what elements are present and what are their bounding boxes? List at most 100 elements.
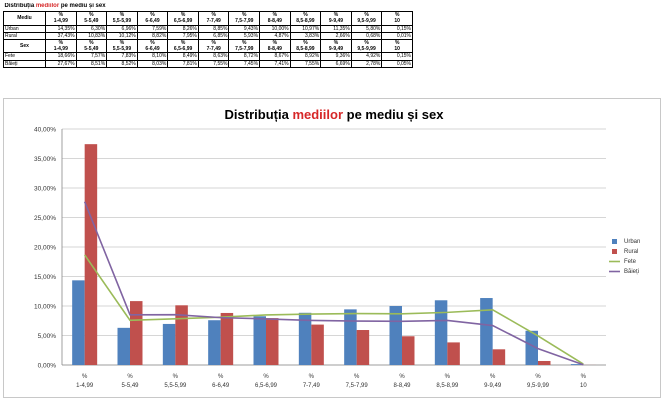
table-cell: 4,87% [259,31,291,41]
row-label: Fete [3,52,46,61]
table-cell: 7,59% [136,24,169,33]
row-label: Urban [3,24,46,33]
x-tick-unit: % [218,374,224,380]
column-header: % 5,5-5,99 [106,11,138,26]
group-header: Mediu [3,11,46,26]
x-tick-unit: % [399,374,405,380]
x-tick-unit: % [173,374,179,380]
bar-rural [130,301,143,365]
table-cell: 7,95% [167,31,199,41]
column-header: % 7,5-7,99 [228,11,261,26]
column-header: % 8-8,49 [259,11,291,26]
y-tick-label: 30,00% [34,186,56,193]
chart-title-suffix: pe mediu și sex [343,107,444,122]
x-tick-label: 6-6,49 [212,383,230,389]
column-header: % 8-8,49 [259,39,291,54]
x-tick-label: 5,5-5,99 [164,383,187,389]
bar-urban [480,298,493,365]
y-tick-label: 15,00% [34,274,56,281]
line-biei [83,201,584,366]
column-header: % 8,5-8,99 [289,11,322,26]
table-caption-suffix: pe mediu și sex [59,3,106,9]
column-header-range: 7-7,49 [206,46,221,53]
x-tick-unit: % [309,374,315,380]
bar-rural [538,360,551,365]
column-header: % 10 [381,11,413,26]
legend-label: Rural [624,249,638,255]
table-cell: 8,03% [136,59,169,68]
column-header-unit: % [211,12,216,19]
x-tick-unit: % [535,374,541,380]
column-header-unit: % [303,12,308,19]
bar-urban [253,316,266,365]
bar-urban [525,330,538,365]
x-tick-unit: % [82,374,88,380]
column-header-range: 7,5-7,99 [235,46,254,53]
x-tick-label: 10 [580,383,587,389]
table-cell: 3,83% [289,31,322,41]
column-header: % 5-5,49 [75,11,108,26]
column-header-range: 6,5-6,99 [173,46,193,53]
table-cell: 6,96% [106,24,138,33]
x-tick-unit: % [445,374,451,380]
x-tick-label: 9,5-9,99 [527,383,550,389]
column-header: % 9-9,49 [320,39,352,54]
column-header-range: 9,5-9,99 [357,46,376,53]
table-row: Fete 18,66% 7,57% 7,83% 8,10% 8,49% 8,63% 8,72%… [3,52,413,61]
table-cell: 27,67% [45,59,77,68]
column-header-unit: % [150,12,155,19]
table-cell: 10,00% [259,24,291,33]
bar-rural [175,305,188,365]
column-header-unit: % [364,40,369,47]
table-cell: 8,67% [259,52,291,61]
bar-urban [570,364,584,365]
column-header: % 9,5-9,99 [350,11,383,26]
table-cell: 5,80% [350,24,383,33]
column-header: % 7-7,49 [197,11,230,26]
x-tick-label: 5-5,49 [121,383,139,389]
table-cell: 0,68% [350,31,383,41]
x-tick-unit: % [490,374,496,380]
column-header-range: 6,5-6,99 [173,18,193,25]
table-cell: 10,12% [106,31,138,41]
column-header-unit: % [119,12,125,19]
bar-rural [84,144,98,365]
legend-label: Băieți [624,269,639,275]
table-cell: 14,35% [45,24,77,33]
table-header-row: Mediu% 1-4,99% 5-5,49% 5,5-5,99% 6-6,49% 6,5-… [3,11,413,26]
table-cell: 9,36% [320,52,352,61]
table-cell: 6,30% [75,24,108,33]
bar-urban [162,323,176,365]
y-tick-label: 10,00% [34,304,56,311]
table-cell: 0,05% [381,59,413,68]
table-cell: 18,66% [45,52,77,61]
column-header-unit: % [242,12,247,19]
chart-title-prefix: Distribuția [225,107,293,122]
table-cell: 8,26% [167,24,199,33]
column-header: % 6-6,49 [136,39,169,54]
x-tick-unit: % [127,374,133,380]
chart-frame: Distribuția mediilor pe mediu și sex 0,00… [3,98,661,398]
column-header-unit: % [211,40,216,47]
column-header: % 9-9,49 [320,11,352,26]
group-header: Sex [3,39,46,54]
column-header-unit: % [272,12,278,19]
distribution-chart: Distribuția mediilor pe mediu și sex 0,00… [34,107,640,389]
column-header: % 5,5-5,99 [106,39,138,54]
table-cell: 10,83% [75,31,108,41]
column-header-unit: % [180,12,186,19]
row-label: Băieți [3,59,46,68]
x-tick-label: 6,5-6,99 [255,383,278,389]
column-header-unit: % [180,40,186,47]
column-header-range: 1-4,99 [53,18,68,25]
table-cell: 10,97% [289,24,322,33]
column-header-range: 5,5-5,99 [112,18,132,25]
column-header-range: 6-6,49 [145,18,160,25]
column-header-range: 5,5-5,99 [112,46,132,53]
table-cell: 8,49% [167,52,199,61]
table-cell: 8,92% [289,52,322,61]
x-tick-label: 7-7,49 [303,383,321,389]
y-tick-label: 40,00% [34,127,56,134]
column-header-unit: % [150,40,155,47]
table-cell: 8,82% [136,31,169,41]
